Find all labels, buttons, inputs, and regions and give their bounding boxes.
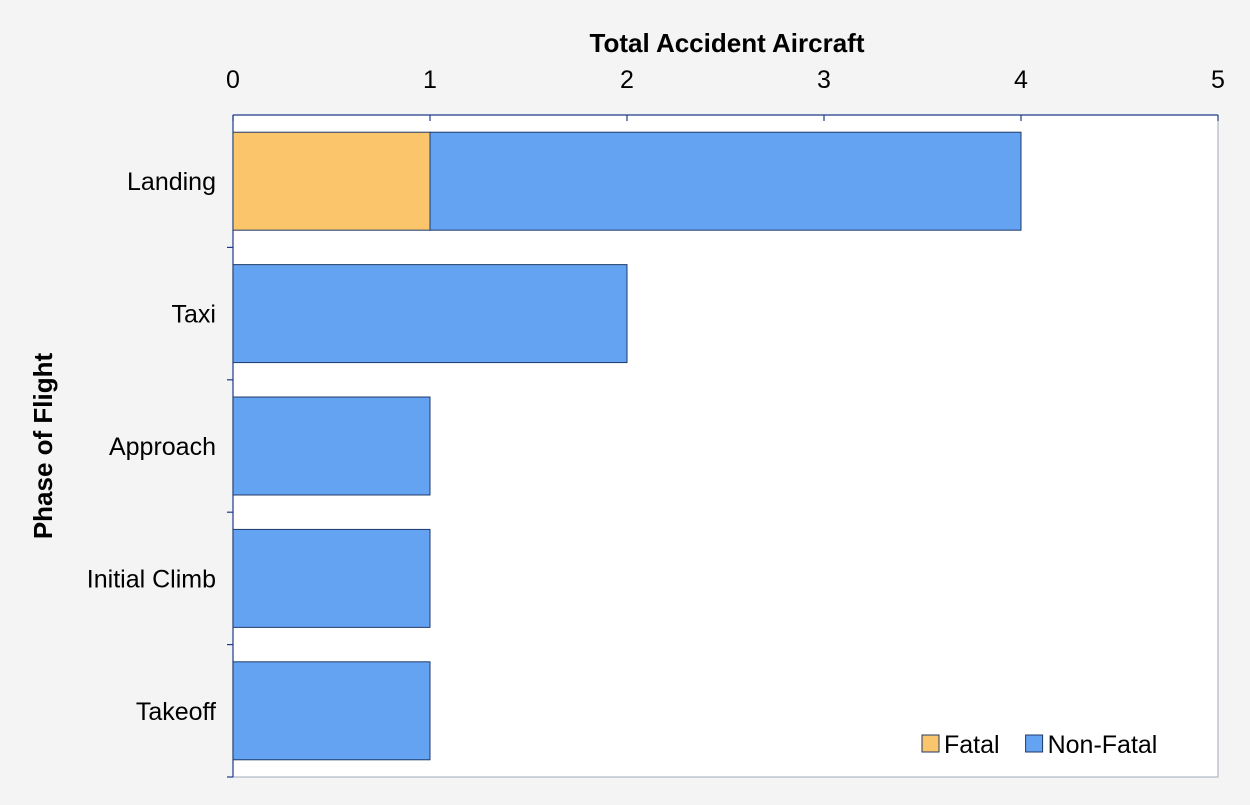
- bar-non-fatal: [429, 131, 1022, 231]
- y-tick-label: Approach: [109, 433, 216, 461]
- legend-label: Non-Fatal: [1048, 731, 1158, 759]
- x-tick-label: 4: [1014, 66, 1028, 94]
- legend-swatch: [921, 734, 940, 753]
- legend-swatch: [1025, 734, 1044, 753]
- x-axis: 0 1 2 3 4 5: [226, 66, 1225, 121]
- bar-non-fatal: [232, 528, 431, 628]
- y-tick-label: Takeoff: [136, 698, 216, 726]
- x-tick-label: 2: [620, 66, 634, 94]
- bar-non-fatal: [232, 661, 431, 761]
- x-tick-label: 0: [226, 66, 240, 94]
- x-tick-label: 1: [423, 66, 437, 94]
- legend: Fatal Non-Fatal: [921, 731, 1158, 759]
- y-axis-title: Phase of Flight: [28, 352, 58, 539]
- x-axis-title: Total Accident Aircraft: [590, 28, 865, 58]
- y-tick-label: Landing: [127, 168, 216, 196]
- bar-fatal: [232, 131, 431, 231]
- legend-label: Fatal: [944, 731, 1000, 759]
- bars: [232, 131, 1022, 761]
- y-tick-label: Initial Climb: [87, 565, 216, 593]
- x-tick-label: 5: [1211, 66, 1225, 94]
- bar-non-fatal: [232, 396, 431, 496]
- bar-non-fatal: [232, 264, 628, 364]
- x-tick-label: 3: [817, 66, 831, 94]
- y-tick-label: Taxi: [172, 301, 216, 329]
- y-axis: Landing Taxi Approach Initial Climb Takeoff: [87, 115, 234, 778]
